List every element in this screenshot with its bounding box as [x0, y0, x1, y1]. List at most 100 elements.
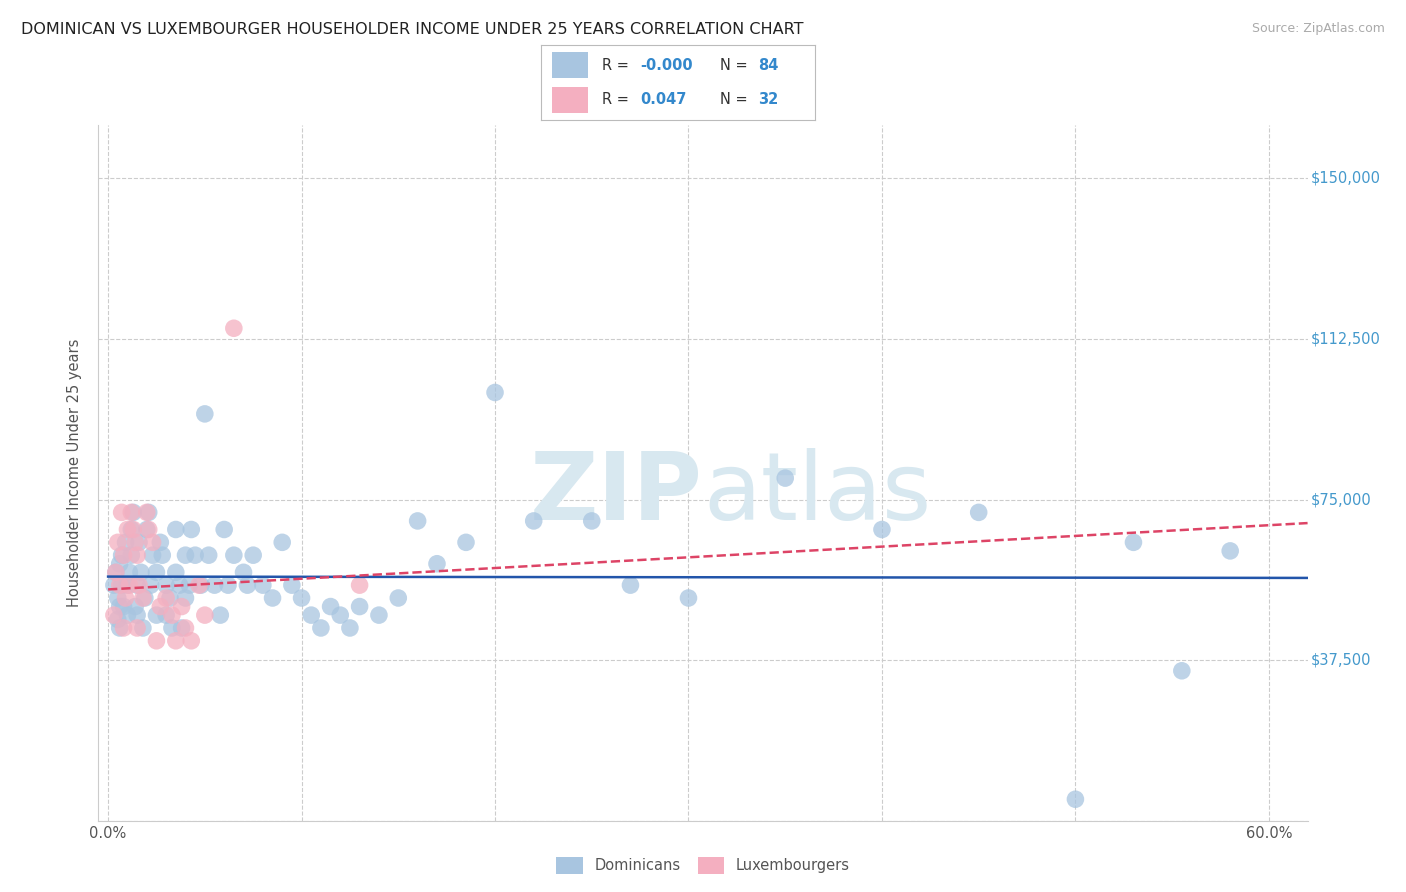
Point — [107, 591, 129, 605]
Point — [160, 621, 183, 635]
Point — [117, 608, 139, 623]
Point — [281, 578, 304, 592]
Point — [145, 566, 167, 580]
Point — [174, 591, 197, 605]
Text: $75,000: $75,000 — [1312, 492, 1372, 507]
Text: R =: R = — [602, 58, 633, 72]
Point — [523, 514, 546, 528]
Point — [155, 578, 177, 592]
Point — [120, 548, 142, 562]
Point — [232, 566, 254, 580]
Point — [114, 535, 136, 549]
Point — [103, 608, 125, 623]
Text: N =: N = — [720, 58, 752, 72]
Point — [122, 505, 145, 519]
Point — [132, 621, 155, 635]
Point — [135, 505, 157, 519]
Point — [329, 608, 352, 623]
Point — [129, 566, 152, 580]
Point — [165, 523, 187, 537]
Point — [112, 548, 135, 562]
Point — [124, 535, 146, 549]
Point — [368, 608, 391, 623]
Point — [108, 599, 131, 614]
Point — [678, 591, 700, 605]
Point — [299, 608, 322, 623]
Point — [339, 621, 361, 635]
Point — [179, 578, 201, 592]
Point — [127, 621, 149, 635]
Bar — [553, 87, 588, 112]
Point — [1171, 664, 1194, 678]
Point — [159, 591, 181, 605]
Point — [149, 599, 172, 614]
Bar — [553, 52, 588, 78]
Point — [212, 523, 235, 537]
Point — [111, 548, 134, 562]
Point — [150, 548, 173, 562]
Point — [111, 505, 134, 519]
Point — [118, 578, 141, 592]
Point — [132, 591, 155, 605]
Point — [114, 591, 136, 605]
Point — [104, 566, 127, 580]
Text: 84: 84 — [758, 58, 779, 72]
Point — [108, 557, 131, 571]
Point — [174, 621, 197, 635]
Point — [155, 591, 177, 605]
Point — [138, 523, 160, 537]
Point — [242, 548, 264, 562]
Point — [108, 578, 131, 592]
Point — [309, 621, 332, 635]
Point — [122, 523, 145, 537]
Point — [1064, 792, 1087, 806]
Point — [197, 548, 219, 562]
Point — [290, 591, 312, 605]
Point — [1219, 544, 1241, 558]
Point — [773, 471, 796, 485]
Point — [128, 535, 150, 549]
Point — [349, 578, 371, 592]
Point — [104, 566, 127, 580]
Point — [139, 578, 162, 592]
Point — [142, 548, 165, 562]
Point — [165, 566, 187, 580]
Point — [142, 535, 165, 549]
Point — [170, 599, 193, 614]
Point — [107, 535, 129, 549]
Point — [138, 505, 160, 519]
Legend: Dominicans, Luxembourgers: Dominicans, Luxembourgers — [550, 851, 856, 880]
Point — [222, 548, 245, 562]
Point — [160, 608, 183, 623]
Point — [271, 535, 294, 549]
Text: $112,500: $112,500 — [1312, 332, 1381, 346]
Point — [134, 591, 156, 605]
Point — [184, 548, 207, 562]
Point — [194, 608, 217, 623]
Point — [117, 523, 139, 537]
Point — [112, 599, 135, 614]
Point — [165, 633, 187, 648]
Text: 0.047: 0.047 — [640, 93, 686, 107]
Point — [127, 548, 149, 562]
Text: $37,500: $37,500 — [1312, 653, 1372, 667]
Point — [117, 578, 139, 592]
Point — [107, 612, 129, 626]
Point — [180, 523, 202, 537]
Point — [149, 535, 172, 549]
Point — [252, 578, 274, 592]
Point — [111, 578, 134, 592]
Point — [967, 505, 990, 519]
Point — [103, 578, 125, 592]
Point — [870, 523, 893, 537]
Point — [217, 578, 239, 592]
Point — [387, 591, 409, 605]
Point — [118, 566, 141, 580]
Point — [145, 608, 167, 623]
Point — [581, 514, 603, 528]
Point — [120, 505, 142, 519]
Point — [127, 608, 149, 623]
Point — [155, 608, 177, 623]
Point — [454, 535, 477, 549]
Point — [128, 578, 150, 592]
